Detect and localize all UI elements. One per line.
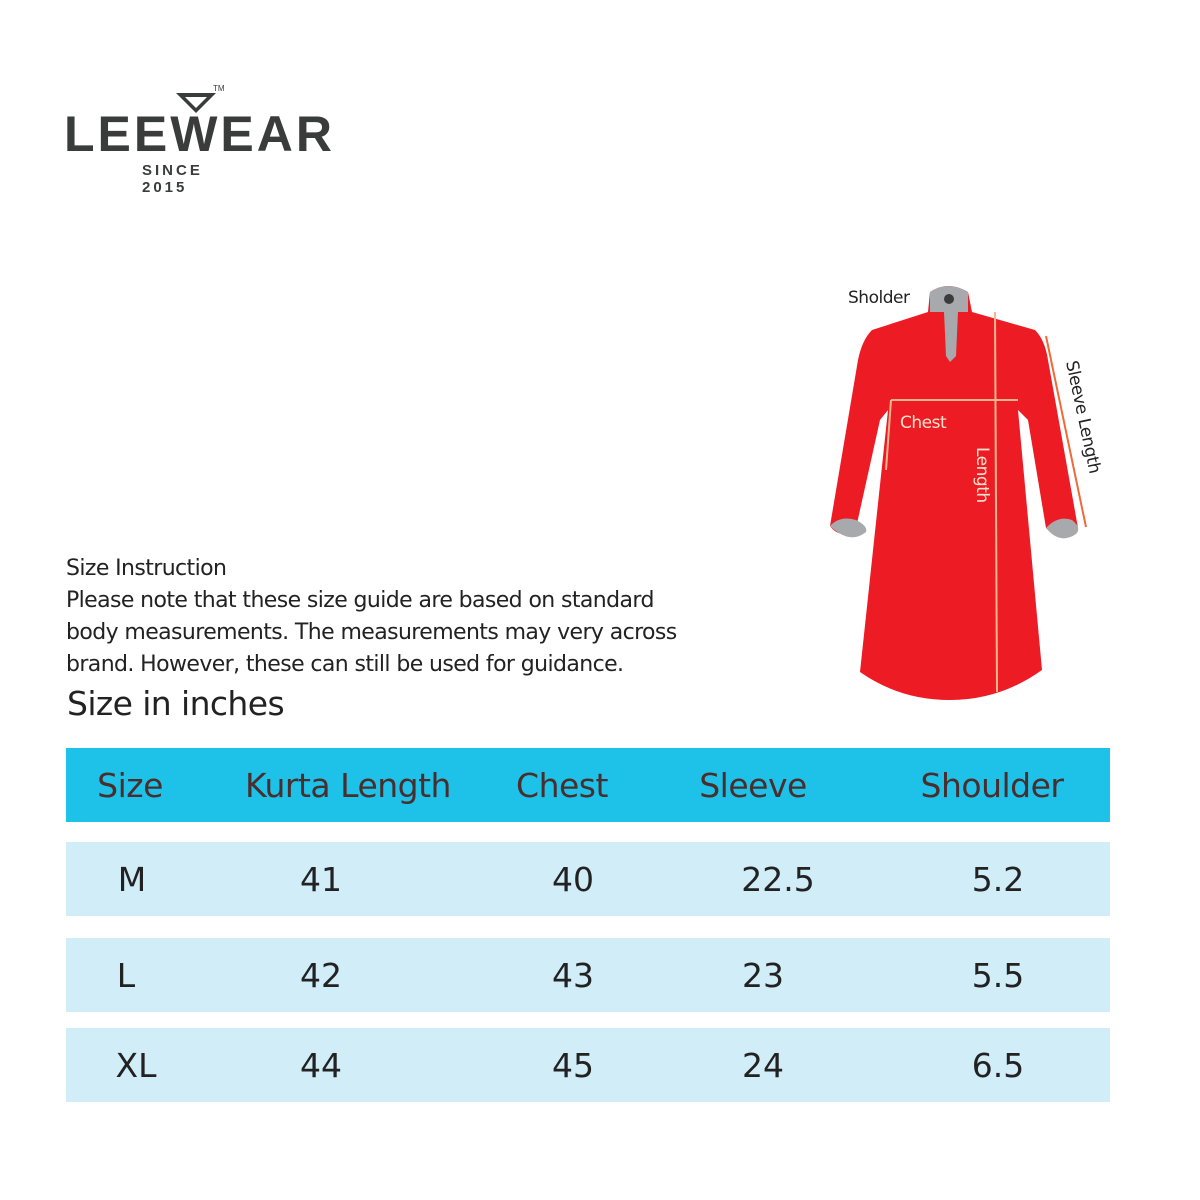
length-measure-line — [994, 311, 998, 693]
cell-kurta-length: 42 — [300, 955, 342, 995]
cell-sleeve: 23 — [742, 955, 784, 995]
cell-kurta-length: 44 — [300, 1045, 342, 1085]
header-shoulder: Shoulder — [920, 765, 1064, 805]
kurta-body — [830, 286, 1078, 700]
length-label: Length — [972, 447, 992, 503]
cell-chest: 43 — [552, 955, 594, 995]
header-size: Size — [97, 765, 163, 805]
left-cuff — [830, 518, 867, 538]
table-row: L 42 43 23 5.5 — [66, 938, 1110, 1012]
collar-logo-icon — [944, 294, 954, 304]
chest-label: Chest — [900, 413, 947, 433]
cell-size: XL — [115, 1045, 157, 1085]
sleeve-length-label: Sleeve Length — [1061, 359, 1104, 475]
cell-shoulder: 6.5 — [971, 1045, 1025, 1085]
cell-size: M — [117, 859, 147, 899]
instructions-heading: Size Instruction — [66, 556, 227, 581]
cell-shoulder: 5.2 — [971, 859, 1025, 899]
header-sleeve: Sleeve — [699, 765, 807, 805]
brand-name: LEEWEAR — [64, 106, 335, 162]
collar — [930, 286, 968, 362]
logo-triangle-mark-icon — [176, 93, 216, 113]
cell-sleeve: 22.5 — [741, 859, 815, 899]
table-header: Size Kurta Length Chest Sleeve Shoulder — [66, 748, 1110, 822]
instructions-line: body measurements. The measurements may … — [66, 620, 677, 645]
brand-tagline: SINCE 2015 — [142, 162, 203, 196]
trademark: TM — [213, 84, 225, 93]
cell-shoulder: 5.5 — [971, 955, 1025, 995]
header-kurta-length: Kurta Length — [245, 765, 451, 805]
table-title: Size in inches — [67, 684, 285, 723]
cell-chest: 45 — [552, 1045, 594, 1085]
table-row: XL 44 45 24 6.5 — [66, 1028, 1110, 1102]
cell-kurta-length: 41 — [300, 859, 342, 899]
cell-size: L — [116, 955, 136, 995]
instructions-line: Please note that these size guide are ba… — [66, 588, 654, 613]
cell-sleeve: 24 — [742, 1045, 784, 1085]
shoulder-label: Sholder — [848, 288, 910, 308]
instructions-line: brand. However, these can still be used … — [66, 652, 624, 677]
size-instructions: Size Instruction Please note that these … — [66, 553, 677, 681]
right-cuff — [1046, 518, 1079, 539]
sleeve-measure-line — [1045, 335, 1087, 528]
cell-chest: 40 — [552, 859, 594, 899]
header-chest: Chest — [516, 765, 608, 805]
table-row: M 41 40 22.5 5.2 — [66, 842, 1110, 916]
